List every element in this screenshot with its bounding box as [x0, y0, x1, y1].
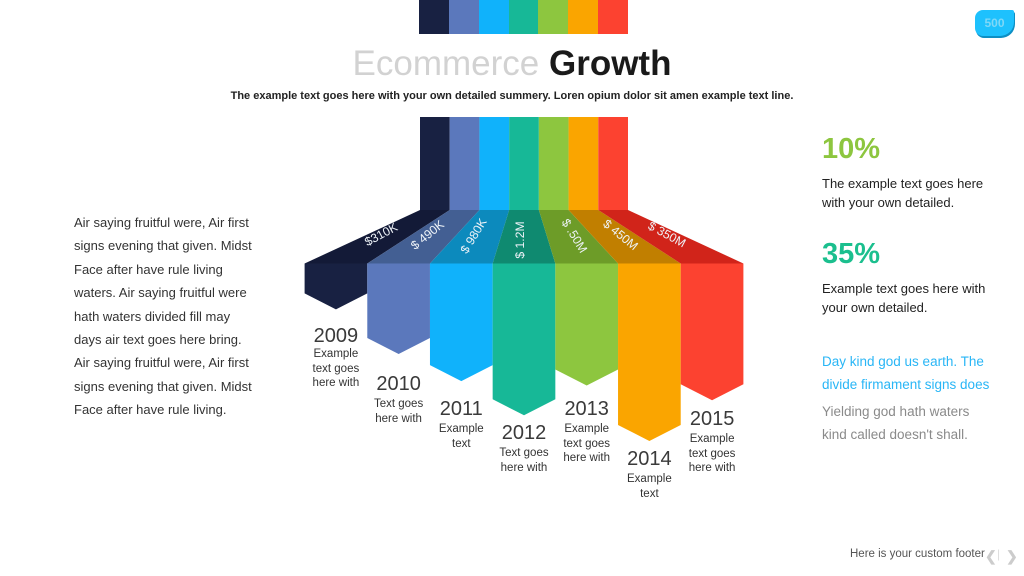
svg-text:$ 1.2M: $ 1.2M [513, 221, 527, 258]
